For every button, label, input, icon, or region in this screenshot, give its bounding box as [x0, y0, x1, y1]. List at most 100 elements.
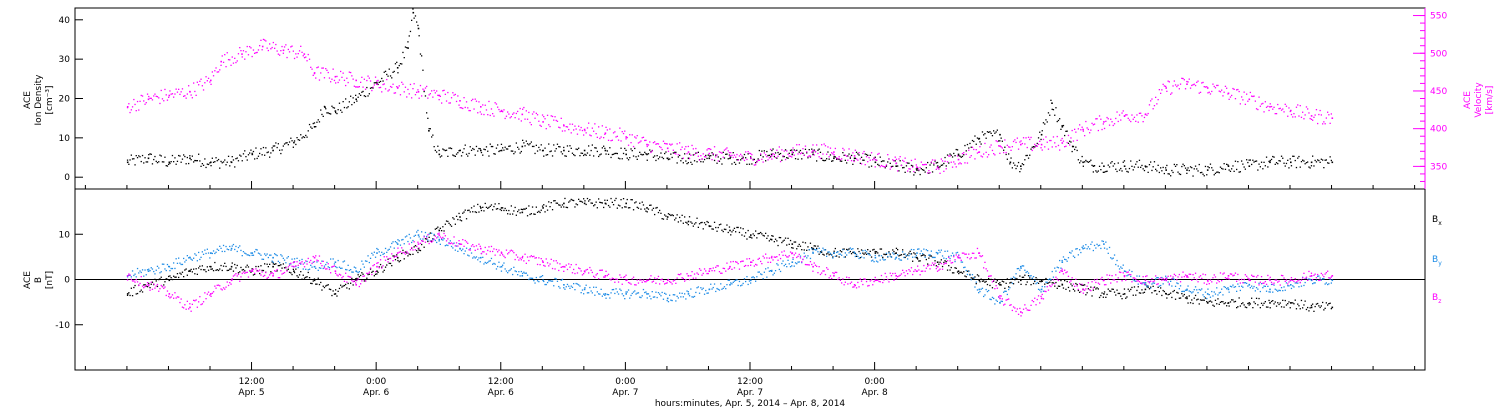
- bz-texture-dot: [419, 242, 422, 244]
- velocity-point: [729, 155, 731, 157]
- bx-texture-dot: [1147, 286, 1149, 288]
- density-texture-dot: [685, 160, 687, 162]
- density-texture-dot: [356, 100, 358, 102]
- bz-texture-dot: [272, 273, 274, 275]
- by-texture-dot: [413, 235, 415, 237]
- bx-texture-dot: [1085, 294, 1087, 296]
- by-texture-dot: [196, 260, 198, 262]
- bz-texture-dot: [909, 270, 911, 272]
- bz-texture-dot: [399, 251, 402, 253]
- velocity-texture-dot: [1112, 124, 1114, 127]
- bx-texture-dot: [288, 271, 291, 273]
- by-texture-dot: [1113, 254, 1116, 256]
- bx-texture-dot: [1054, 285, 1056, 287]
- velocity-texture-dot: [1278, 108, 1280, 110]
- density-texture-dot: [158, 161, 160, 163]
- velocity-texture-dot: [545, 128, 547, 130]
- by-texture-dot: [1232, 284, 1234, 286]
- velocity-texture-dot: [159, 102, 161, 105]
- bz-texture-dot: [1075, 278, 1077, 280]
- bz-texture-dot: [640, 279, 642, 281]
- density-texture-dot: [1246, 159, 1248, 161]
- density-point: [1040, 133, 1043, 136]
- bz-texture-dot: [156, 283, 159, 286]
- velocity-texture-dot: [583, 134, 585, 136]
- by-texture-dot: [316, 261, 318, 263]
- bz-texture-dot: [538, 257, 540, 259]
- density-texture-dot: [180, 161, 182, 163]
- density-texture-dot: [209, 162, 211, 164]
- bx-texture-dot: [386, 264, 388, 266]
- density-texture-dot: [165, 165, 167, 167]
- bx-texture-dot: [225, 265, 227, 268]
- bx-texture-dot: [753, 234, 755, 237]
- bz-texture-dot: [917, 265, 919, 267]
- bx-texture-dot: [1231, 299, 1233, 301]
- velocity-texture-dot: [1229, 96, 1232, 98]
- density-texture-dot: [974, 135, 976, 137]
- velocity-texture-dot: [609, 128, 611, 130]
- bx-texture-dot: [944, 260, 946, 262]
- bx-texture-dot: [907, 254, 909, 256]
- density-texture-dot: [801, 158, 803, 160]
- velocity-texture-dot: [1096, 118, 1098, 120]
- bz-texture-dot: [200, 303, 202, 306]
- density-point: [1123, 165, 1126, 167]
- bz-texture-dot: [948, 256, 950, 259]
- bx-texture-dot: [640, 208, 642, 210]
- velocity-texture-dot: [143, 100, 145, 102]
- by-texture-dot: [791, 265, 793, 267]
- velocity-texture-dot: [1330, 113, 1332, 115]
- density-texture-dot: [1219, 166, 1222, 168]
- bx-texture-dot: [180, 273, 182, 275]
- bx-texture-dot: [584, 200, 586, 202]
- velocity-texture-dot: [1267, 105, 1269, 107]
- by-point: [978, 288, 981, 291]
- bz-texture-dot: [635, 284, 637, 286]
- bx-texture-dot: [316, 283, 318, 285]
- velocity-texture-dot: [408, 93, 410, 95]
- density-texture-dot: [364, 95, 367, 98]
- bz-texture-dot: [924, 270, 926, 272]
- bx-texture-dot: [539, 211, 541, 214]
- density-texture-dot: [193, 161, 195, 163]
- bz-texture-dot: [620, 276, 622, 279]
- bx-texture-dot: [712, 228, 714, 230]
- velocity-texture-dot: [1284, 103, 1286, 105]
- by-texture-dot: [753, 277, 755, 279]
- density-point: [729, 157, 731, 160]
- bx-texture-dot: [846, 248, 848, 251]
- bz-texture-dot: [234, 274, 236, 276]
- by-texture-dot: [428, 233, 430, 235]
- by-texture-dot: [190, 258, 192, 260]
- by-texture-dot: [1092, 249, 1094, 252]
- by-texture-dot: [575, 282, 577, 285]
- bx-point: [604, 202, 607, 205]
- by-texture-dot: [1045, 281, 1047, 283]
- by-texture-dot: [536, 280, 539, 282]
- bz-texture-dot: [442, 236, 444, 239]
- by-texture-dot: [642, 288, 645, 291]
- bz-texture-dot: [558, 269, 560, 272]
- by-texture-dot: [979, 290, 981, 293]
- bx-texture-dot: [419, 249, 422, 252]
- by-texture-dot: [421, 231, 423, 233]
- density-texture-dot: [351, 104, 353, 106]
- velocity-texture-dot: [720, 151, 722, 154]
- bz-texture-dot: [1142, 276, 1144, 278]
- velocity-texture-dot: [995, 140, 997, 142]
- velocity-texture-dot: [933, 162, 935, 164]
- by-texture-dot: [888, 252, 890, 254]
- bx-texture-dot: [802, 241, 804, 243]
- bx-texture-dot: [969, 273, 971, 276]
- by-texture-dot: [264, 253, 266, 255]
- bz-texture-dot: [1160, 277, 1162, 279]
- by-texture-dot: [707, 292, 709, 294]
- bz-texture-dot: [665, 282, 667, 284]
- by-texture-dot: [1216, 287, 1218, 289]
- velocity-texture-dot: [654, 141, 656, 143]
- density-texture-dot: [427, 117, 429, 119]
- by-texture-dot: [1160, 284, 1162, 287]
- density-texture-dot: [796, 149, 798, 151]
- density-texture-dot: [1178, 173, 1180, 175]
